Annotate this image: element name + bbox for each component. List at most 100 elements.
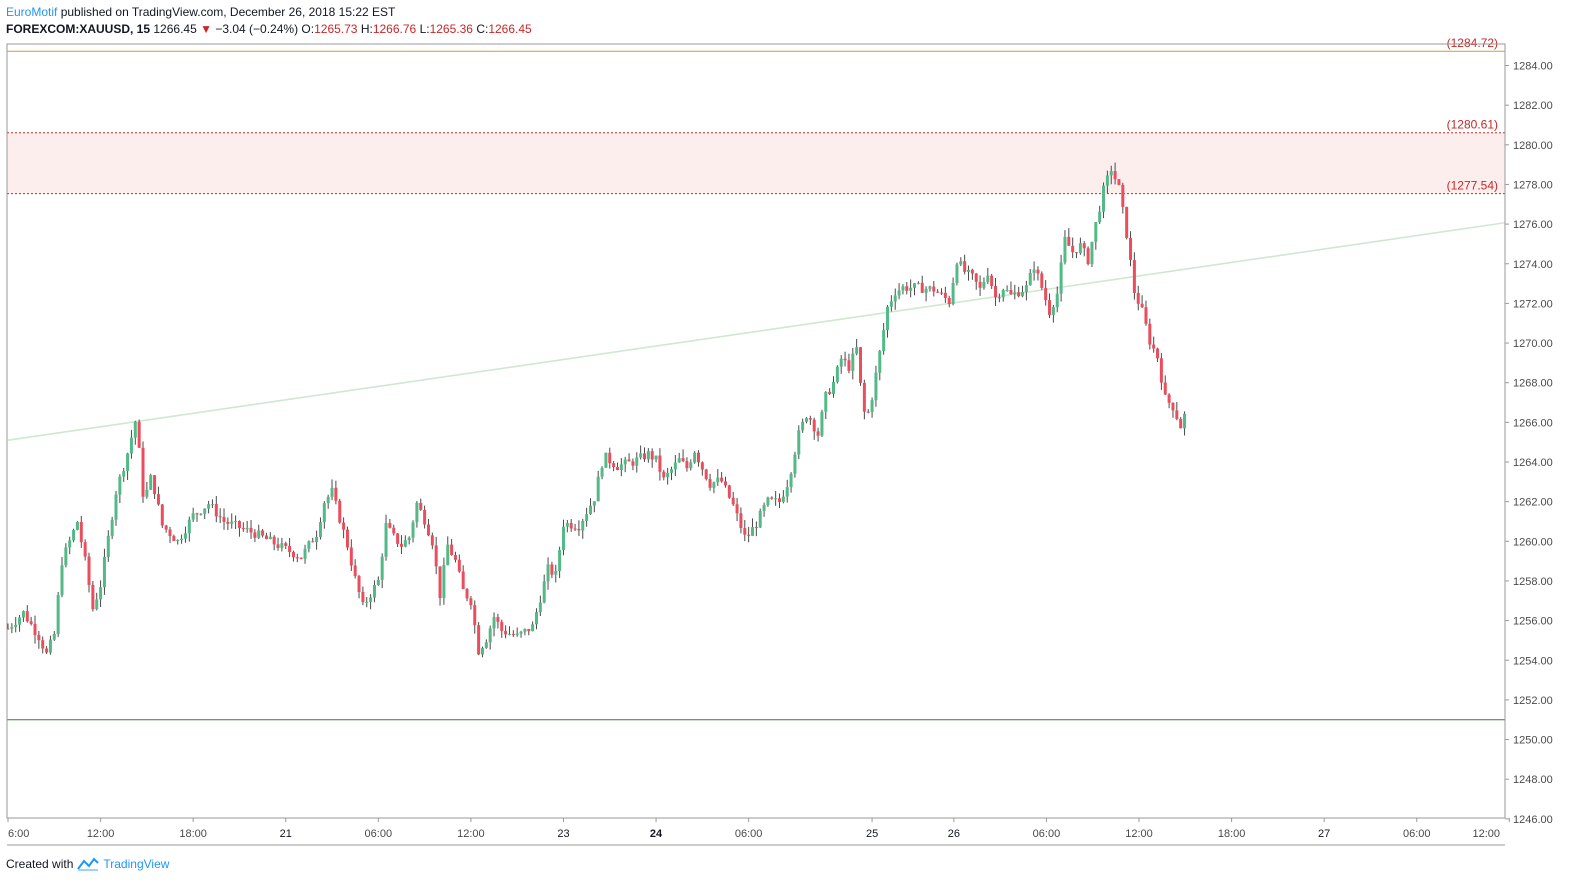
candle[interactable] xyxy=(758,508,762,528)
candle[interactable] xyxy=(700,461,704,476)
candle[interactable] xyxy=(511,630,515,638)
candle[interactable] xyxy=(1040,271,1044,290)
candle[interactable] xyxy=(693,451,697,464)
candle[interactable] xyxy=(307,540,311,553)
candle[interactable] xyxy=(106,530,110,562)
candle[interactable] xyxy=(615,462,619,471)
candle[interactable] xyxy=(565,519,569,533)
candle[interactable] xyxy=(862,379,866,420)
candle[interactable] xyxy=(1136,285,1140,311)
candle[interactable] xyxy=(365,596,369,608)
candle[interactable] xyxy=(477,622,481,656)
candle[interactable] xyxy=(21,610,25,622)
candle[interactable] xyxy=(419,498,423,511)
candle[interactable] xyxy=(608,447,612,469)
candle[interactable] xyxy=(673,455,677,476)
candle[interactable] xyxy=(442,557,446,605)
candle[interactable] xyxy=(145,481,149,499)
trendline[interactable] xyxy=(7,221,1509,441)
candle[interactable] xyxy=(855,338,859,356)
candle[interactable] xyxy=(920,275,924,294)
candle[interactable] xyxy=(253,529,257,542)
candle[interactable] xyxy=(635,452,639,473)
candle[interactable] xyxy=(577,520,581,536)
candle[interactable] xyxy=(326,494,330,509)
candle[interactable] xyxy=(959,257,963,267)
candle[interactable] xyxy=(473,600,477,634)
candle[interactable] xyxy=(534,608,538,630)
candle[interactable] xyxy=(778,493,781,508)
candle[interactable] xyxy=(342,517,346,539)
candle[interactable] xyxy=(438,566,442,606)
candle[interactable] xyxy=(415,501,419,528)
candle[interactable] xyxy=(986,267,990,285)
candle[interactable] xyxy=(453,551,457,563)
candle[interactable] xyxy=(1121,182,1125,214)
candle[interactable] xyxy=(994,277,998,306)
candle[interactable] xyxy=(126,452,130,480)
candle[interactable] xyxy=(866,409,870,414)
candle[interactable] xyxy=(450,539,454,556)
candle[interactable] xyxy=(924,286,928,302)
candle[interactable] xyxy=(940,288,944,295)
candle[interactable] xyxy=(504,625,508,639)
candle[interactable] xyxy=(1044,280,1048,306)
candle[interactable] xyxy=(118,474,122,504)
candle[interactable] xyxy=(1132,252,1136,300)
candle[interactable] xyxy=(936,289,940,294)
candle[interactable] xyxy=(967,265,971,281)
candle[interactable] xyxy=(315,530,319,550)
candle[interactable] xyxy=(399,535,403,555)
candle[interactable] xyxy=(696,450,700,467)
candle[interactable] xyxy=(982,277,986,290)
candle[interactable] xyxy=(932,280,936,297)
candle[interactable] xyxy=(538,595,542,617)
candle[interactable] xyxy=(137,419,141,448)
candle[interactable] xyxy=(1159,353,1163,390)
candle[interactable] xyxy=(1117,178,1121,186)
candle[interactable] xyxy=(781,490,785,504)
candle[interactable] xyxy=(913,282,917,296)
candle[interactable] xyxy=(237,520,241,537)
candle[interactable] xyxy=(569,519,573,532)
candle[interactable] xyxy=(446,536,450,566)
candle[interactable] xyxy=(739,507,743,534)
candle[interactable] xyxy=(970,268,974,280)
candle[interactable] xyxy=(1105,170,1109,194)
candle[interactable] xyxy=(168,526,172,544)
candle[interactable] xyxy=(322,501,326,529)
candle[interactable] xyxy=(68,536,72,555)
candle[interactable] xyxy=(261,528,265,538)
candle[interactable] xyxy=(963,254,967,275)
candle[interactable] xyxy=(461,565,465,590)
candle[interactable] xyxy=(141,441,145,503)
candle[interactable] xyxy=(1086,246,1090,266)
candle[interactable] xyxy=(596,470,600,502)
candle[interactable] xyxy=(1036,266,1040,281)
candle[interactable] xyxy=(95,592,99,611)
candle[interactable] xyxy=(1063,230,1067,265)
candle[interactable] xyxy=(226,517,230,531)
candle[interactable] xyxy=(585,507,589,527)
candle[interactable] xyxy=(639,445,643,460)
candle[interactable] xyxy=(99,580,103,608)
candle[interactable] xyxy=(1183,411,1187,436)
candle[interactable] xyxy=(1032,261,1036,281)
candle[interactable] xyxy=(870,397,874,418)
candle[interactable] xyxy=(284,541,288,550)
candle[interactable] xyxy=(955,262,959,286)
candle[interactable] xyxy=(797,425,801,460)
candle[interactable] xyxy=(25,605,29,623)
candle[interactable] xyxy=(808,415,812,425)
candle[interactable] xyxy=(1140,295,1144,308)
candle[interactable] xyxy=(774,491,778,506)
candle[interactable] xyxy=(195,512,199,522)
candle[interactable] xyxy=(812,417,816,440)
candle[interactable] xyxy=(411,520,415,543)
tradingview-brand[interactable]: TradingView xyxy=(103,857,170,871)
candle[interactable] xyxy=(1067,228,1071,246)
candle[interactable] xyxy=(527,628,531,636)
candle[interactable] xyxy=(172,534,176,541)
candle[interactable] xyxy=(1144,300,1148,326)
candle[interactable] xyxy=(997,293,1001,303)
